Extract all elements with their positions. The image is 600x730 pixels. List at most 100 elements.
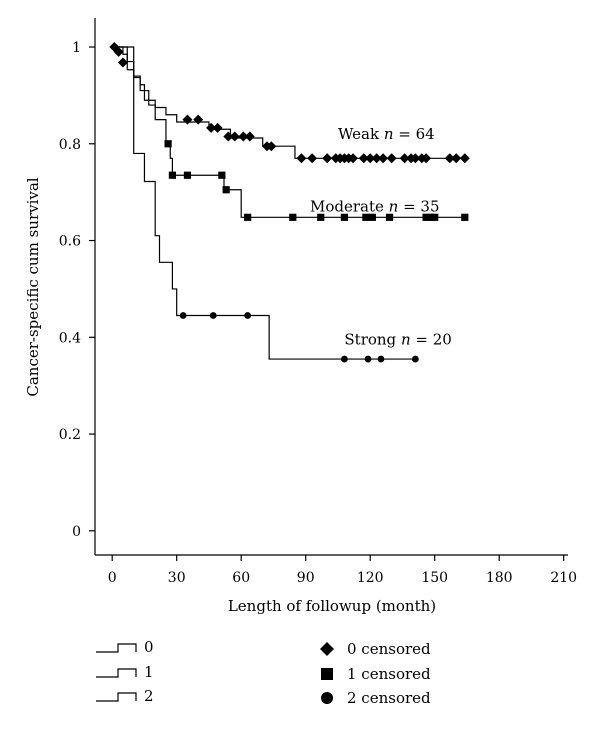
y-tick-label: 0.6 [59, 234, 81, 250]
censored-point-0 [378, 153, 389, 164]
censored-point-0 [307, 153, 318, 164]
x-tick-label: 210 [550, 570, 577, 586]
y-axis-ticks: 0 0.2 0.4 0.6 0.8 1 [59, 40, 95, 540]
axes [94, 18, 568, 556]
legend-circle-marker [321, 692, 333, 704]
censored-point-1 [426, 213, 434, 221]
censored-point-0 [238, 131, 249, 142]
censored-point-1 [461, 213, 469, 221]
censored-point-1 [218, 171, 226, 179]
censored-point-1 [368, 213, 376, 221]
censored-point-0 [223, 131, 234, 142]
legend-marker-label: 0 censored [347, 640, 431, 658]
legend-line-label: 1 [144, 663, 154, 681]
legend-marker-label: 1 censored [347, 665, 431, 683]
censored-point-2 [179, 312, 187, 319]
censored-point-0 [365, 153, 376, 164]
series-annotation-1: Moderate n = 35 [310, 198, 440, 216]
censored-point-0 [206, 122, 217, 133]
censored-point-2 [364, 355, 372, 363]
censored-point-0 [113, 46, 124, 57]
censored-point-0 [193, 114, 204, 125]
censored-point-0 [421, 153, 432, 164]
censored-point-1 [183, 171, 192, 179]
censored-point-2 [377, 355, 385, 363]
censored-point-0 [182, 114, 193, 125]
x-tick-label: 150 [421, 570, 448, 586]
censored-point-1 [222, 186, 230, 194]
censored-point-0 [386, 153, 397, 164]
censored-point-0 [358, 153, 369, 164]
censored-point-2 [244, 312, 252, 319]
x-tick-label: 0 [108, 570, 117, 586]
censored-point-0 [244, 131, 255, 142]
annotation-n: n [384, 125, 394, 143]
legend-square-marker [321, 668, 333, 680]
censored-point-2 [341, 355, 348, 363]
y-tick-label: 0.8 [59, 137, 81, 153]
censored-point-1 [168, 171, 176, 179]
censored-point-1 [317, 213, 325, 221]
censored-point-1 [385, 213, 394, 221]
series-annotation-0: Weak n = 64 [338, 125, 435, 143]
censored-point-0 [451, 153, 462, 164]
y-axis-label: Cancer-specific cum survival [24, 177, 42, 396]
series-group-0 [109, 42, 470, 164]
censored-point-1 [422, 213, 430, 221]
x-axis-label: Length of followup (month) [228, 597, 436, 615]
censored-point-0 [444, 153, 455, 164]
series-annotation-2: Strong n = 20 [344, 331, 451, 349]
censored-point-0 [399, 153, 410, 164]
survival-curve-0 [112, 46, 467, 159]
annotation-label: Moderate [310, 198, 389, 216]
legend-line-label: 2 [144, 687, 154, 705]
y-tick-label: 1 [72, 40, 81, 56]
legend-line-entry-2: 2 [96, 687, 154, 705]
censored-point-1 [340, 213, 348, 221]
series-layer [109, 42, 470, 363]
legend-line-label: 0 [144, 638, 154, 656]
x-tick-label: 90 [297, 570, 315, 586]
survival-curve-2 [112, 46, 418, 360]
x-tick-label: 30 [168, 570, 186, 586]
censored-point-0 [459, 153, 470, 164]
censored-point-0 [229, 131, 240, 142]
censored-point-1 [164, 140, 172, 148]
x-tick-label: 120 [357, 570, 384, 586]
censored-point-0 [322, 153, 333, 164]
censored-point-0 [296, 153, 307, 164]
censored-point-0 [348, 153, 358, 164]
y-tick-label: 0.2 [59, 427, 81, 443]
censored-point-0 [410, 153, 421, 164]
censored-point-2 [411, 355, 419, 363]
annotation-count: = 64 [393, 125, 434, 143]
legend-step-swatch [96, 692, 137, 702]
annotation-n: n [389, 198, 399, 216]
series-annotations: Weak n = 64 Moderate n = 35 Strong n = 20 [310, 125, 452, 349]
y-tick-label: 0.4 [59, 330, 81, 346]
legend-line-entry-1: 1 [96, 663, 154, 681]
legend: 0 1 2 0 censored 1 censored 2 censored [96, 638, 431, 707]
censored-point-0 [266, 141, 277, 152]
legend-marker-entry-0: 0 censored [320, 640, 431, 658]
legend-marker-entry-1: 1 censored [321, 665, 431, 683]
annotation-n: n [401, 331, 411, 349]
legend-step-swatch [96, 643, 137, 653]
censored-point-0 [117, 57, 128, 68]
censored-point-1 [362, 213, 370, 221]
censored-point-1 [431, 213, 439, 221]
legend-marker-entry-2: 2 censored [321, 689, 431, 707]
series-group-2 [112, 46, 419, 363]
censored-point-1 [289, 213, 297, 221]
x-tick-label: 180 [486, 570, 513, 586]
censored-point-2 [209, 312, 217, 319]
legend-step-swatch [96, 668, 137, 678]
legend-diamond-marker [320, 642, 334, 656]
legend-line-entry-0: 0 [96, 638, 154, 656]
censored-point-0 [371, 153, 382, 164]
annotation-label: Strong [344, 331, 401, 349]
annotation-count: = 35 [398, 198, 439, 216]
censored-point-0 [212, 122, 223, 133]
annotation-count: = 20 [411, 331, 452, 349]
